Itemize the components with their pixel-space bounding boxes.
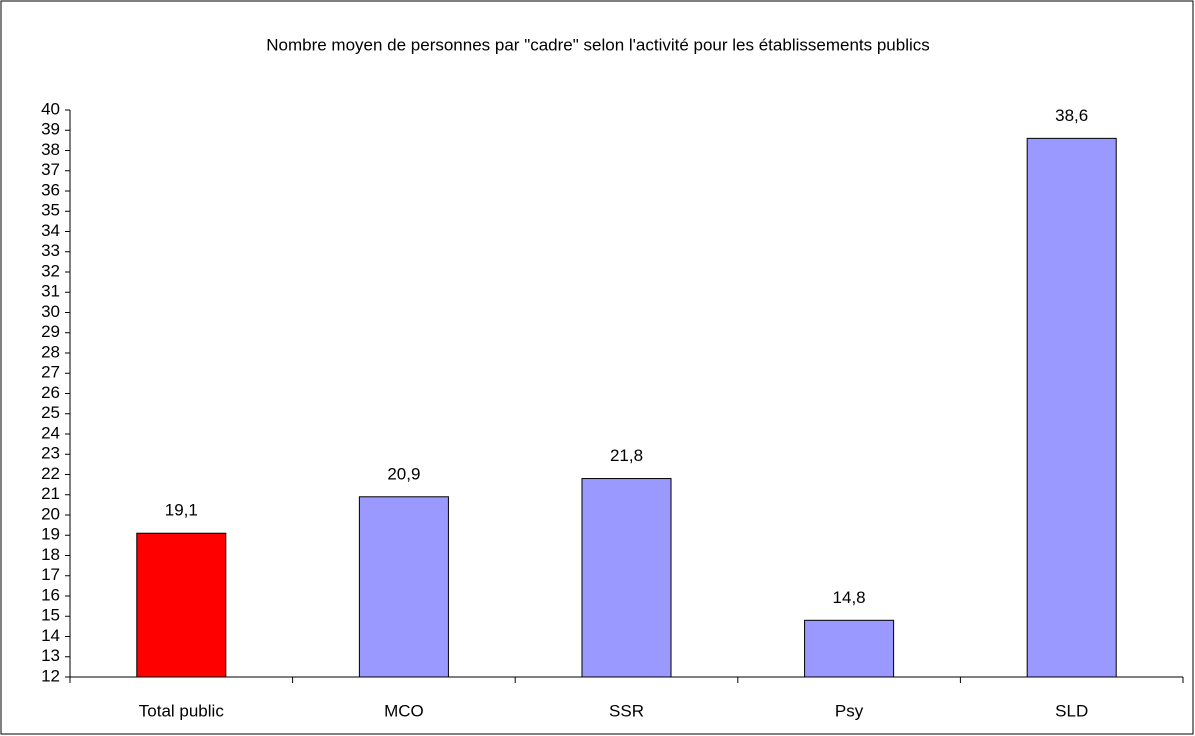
value-label: 21,8: [610, 446, 643, 465]
x-tick-label: MCO: [384, 701, 424, 720]
value-label: 38,6: [1055, 106, 1088, 125]
y-tick-label: 36: [41, 180, 60, 199]
x-tick-label: SLD: [1055, 701, 1088, 720]
x-tick-label: SSR: [609, 701, 644, 720]
chart-title: Nombre moyen de personnes par "cadre" se…: [266, 35, 930, 54]
x-tick-label: Psy: [835, 701, 864, 720]
y-tick-label: 21: [41, 484, 60, 503]
y-tick-label: 29: [41, 322, 60, 341]
y-tick-label: 32: [41, 261, 60, 280]
y-tick-label: 31: [41, 282, 60, 301]
y-tick-label: 33: [41, 241, 60, 260]
y-tick-label: 28: [41, 342, 60, 361]
y-tick-label: 26: [41, 383, 60, 402]
y-tick-label: 14: [41, 626, 60, 645]
y-tick-label: 19: [41, 525, 60, 544]
y-tick-label: 16: [41, 585, 60, 604]
y-tick-label: 24: [41, 423, 60, 442]
y-tick-label: 20: [41, 504, 60, 523]
y-tick-label: 27: [41, 363, 60, 382]
bar: [1026, 137, 1117, 678]
value-label: 19,1: [165, 501, 198, 520]
y-tick-label: 18: [41, 545, 60, 564]
y-tick-label: 37: [41, 160, 60, 179]
value-label: 20,9: [387, 464, 420, 483]
y-tick-label: 34: [41, 221, 60, 240]
y-tick-label: 22: [41, 464, 60, 483]
value-label: 14,8: [833, 588, 866, 607]
bar: [358, 496, 449, 678]
y-tick-label: 35: [41, 201, 60, 220]
x-tick-label: Total public: [139, 701, 225, 720]
y-tick-label: 25: [41, 403, 60, 422]
bar: [136, 532, 227, 678]
y-tick-label: 12: [41, 666, 60, 685]
y-tick-label: 30: [41, 302, 60, 321]
y-tick-label: 40: [41, 99, 60, 118]
bar: [804, 619, 895, 678]
y-tick-label: 23: [41, 444, 60, 463]
y-tick-label: 39: [41, 120, 60, 139]
y-tick-label: 17: [41, 565, 60, 584]
y-tick-label: 13: [41, 646, 60, 665]
bar: [581, 478, 672, 678]
y-tick-label: 15: [41, 606, 60, 625]
y-tick-label: 38: [41, 140, 60, 159]
